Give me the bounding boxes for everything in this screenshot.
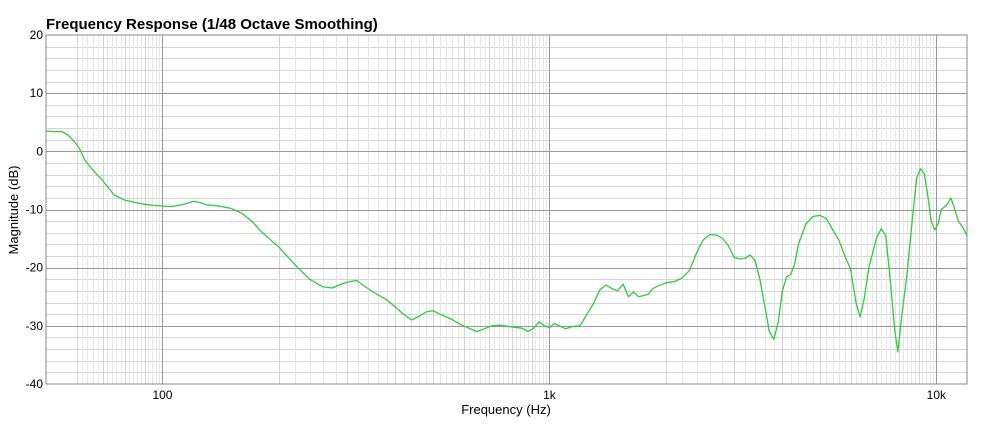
response-curve: [45, 130, 968, 353]
y-tick-label: -10: [26, 203, 44, 217]
plot-area: [45, 34, 968, 385]
y-tick-label: -40: [26, 377, 44, 391]
x-tick-label: 1k: [543, 388, 557, 402]
major-gridlines: [46, 35, 967, 384]
y-tick-label: -20: [26, 261, 44, 275]
y-axis-label: Magnitude (dB): [6, 166, 21, 255]
x-axis-label: Frequency (Hz): [461, 402, 551, 417]
x-tick-label: 10k: [927, 388, 947, 402]
y-tick-label: 20: [30, 28, 44, 42]
y-tick-label: -30: [26, 319, 44, 333]
minor-gridlines: [46, 35, 967, 384]
y-tick-label: 10: [30, 86, 44, 100]
chart-title: Frequency Response (1/48 Octave Smoothin…: [46, 16, 378, 33]
x-tick-label: 100: [152, 388, 172, 402]
y-tick-label: 0: [36, 144, 43, 158]
x-axis-ticks: 100 1k 10k: [152, 388, 947, 402]
y-axis-ticks: 20 10 0 -10 -20 -30 -40: [26, 28, 44, 391]
